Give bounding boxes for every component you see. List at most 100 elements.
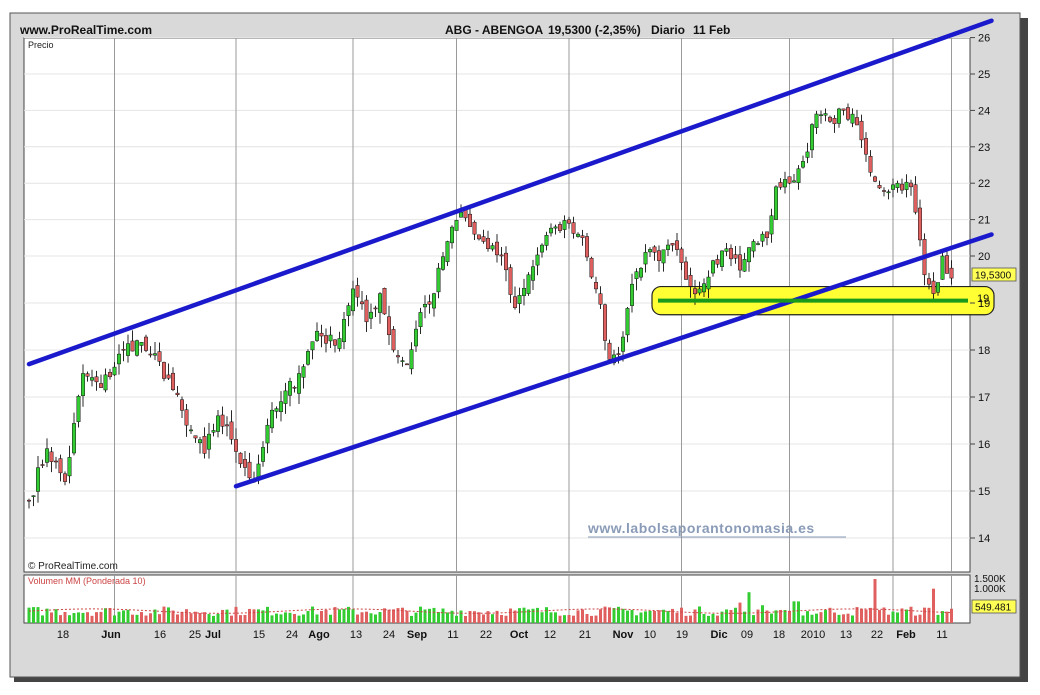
- volume-bar: [644, 611, 647, 623]
- volume-bar: [815, 613, 818, 623]
- volume-bar: [338, 609, 341, 623]
- volume-bar: [783, 610, 787, 623]
- volume-bar: [275, 613, 278, 623]
- volume-bar: [360, 612, 364, 623]
- candle-body: [765, 231, 769, 239]
- volume-bar: [180, 611, 184, 623]
- volume-bar: [266, 606, 269, 623]
- candle-body: [567, 219, 571, 224]
- period-label: Diario: [651, 23, 685, 37]
- candle-body: [841, 108, 846, 111]
- volume-bar: [900, 608, 904, 623]
- volume-bar: [356, 614, 359, 623]
- candle-body: [675, 240, 679, 250]
- candle-body: [306, 351, 310, 365]
- candle-body: [256, 463, 261, 477]
- support-level-label: 19: [977, 293, 989, 305]
- volume-bar: [167, 607, 170, 623]
- candle-body: [576, 233, 580, 237]
- candle-body: [99, 383, 103, 388]
- candle-body: [432, 293, 436, 309]
- ticker-label: ABG - ABENGOA: [445, 23, 544, 37]
- candle-body: [648, 249, 652, 253]
- candle-body: [382, 288, 387, 315]
- candle-body: [148, 353, 153, 356]
- volume-bar: [536, 607, 539, 623]
- volume-bar: [698, 606, 701, 623]
- volume-bar: [702, 613, 706, 623]
- volume-bar: [203, 612, 206, 623]
- volume-bar: [324, 609, 328, 623]
- volume-bar: [738, 602, 742, 623]
- candle-body: [679, 248, 684, 263]
- candle-body: [661, 249, 666, 264]
- candle-body: [864, 138, 868, 155]
- volume-bar: [378, 612, 382, 623]
- x-tick-label: 13: [350, 629, 362, 641]
- y-tick-label: 22: [978, 178, 990, 190]
- volume-bar: [801, 615, 805, 623]
- candle-body: [126, 343, 130, 356]
- y-tick-label: 23: [978, 142, 990, 154]
- volume-bar: [729, 609, 733, 623]
- candle-body: [522, 287, 526, 296]
- x-tick-label: Oct: [510, 629, 529, 641]
- volume-bar: [437, 612, 440, 623]
- candle-body: [810, 124, 814, 151]
- x-tick-label: Jul: [205, 629, 221, 641]
- volume-bar: [612, 608, 616, 623]
- x-tick-label: 15: [253, 629, 265, 641]
- x-tick-label: 21: [579, 629, 591, 641]
- volume-bar: [225, 609, 229, 623]
- volume-bar: [131, 614, 134, 623]
- candle-body: [724, 248, 729, 252]
- candle-body: [202, 436, 207, 454]
- candle-body: [508, 267, 513, 295]
- volume-bar: [941, 611, 944, 623]
- candle-body: [850, 113, 855, 124]
- candle-body: [603, 304, 607, 341]
- y-tick-label: 14: [978, 533, 990, 545]
- volume-bar: [869, 607, 872, 623]
- y-tick-label: 25: [978, 69, 990, 81]
- volume-bar: [689, 615, 692, 623]
- date-axis: 18 Jun 16 25 Jul 15 24 Ago 13 24 Sep 11 22 Oct 12 21 Nov…: [57, 629, 948, 641]
- volume-bar: [626, 610, 629, 623]
- candle-body: [45, 448, 49, 463]
- candle-body: [945, 255, 949, 274]
- candle-body: [738, 254, 742, 271]
- x-tick-label: 25: [189, 629, 201, 641]
- candle-body: [423, 304, 427, 308]
- volume-bar: [797, 601, 800, 623]
- volume-bar: [788, 610, 791, 623]
- volume-bar: [477, 612, 481, 623]
- volume-bar: [158, 614, 161, 623]
- site-title: www.ProRealTime.com: [19, 23, 152, 37]
- volume-bar: [909, 606, 913, 623]
- volume-bar: [914, 615, 917, 623]
- volume-bar: [50, 612, 53, 623]
- x-tick-label: Jun: [101, 629, 121, 641]
- candle-body: [643, 252, 648, 265]
- volume-bar: [95, 612, 98, 623]
- candle-body: [495, 241, 499, 256]
- volume-bar: [572, 615, 575, 623]
- volume-bar: [491, 614, 494, 623]
- volume-bar: [234, 606, 238, 623]
- volume-bar: [513, 610, 517, 623]
- volume-bar: [887, 614, 890, 623]
- price-panel-label: Precio: [28, 40, 54, 50]
- volume-bar: [284, 612, 287, 623]
- volume-bar: [693, 609, 697, 623]
- volume-bar: [473, 611, 476, 623]
- volume-bar: [671, 608, 674, 623]
- trend-lines: [26, 18, 994, 489]
- candle-body: [319, 332, 324, 337]
- volume-bar: [905, 609, 908, 623]
- candle-body: [729, 248, 733, 260]
- volume-bar: [846, 613, 850, 623]
- candle-body: [814, 113, 819, 128]
- x-tick-label: 22: [871, 629, 883, 641]
- volume-bar: [662, 609, 665, 623]
- candle-body: [387, 316, 391, 336]
